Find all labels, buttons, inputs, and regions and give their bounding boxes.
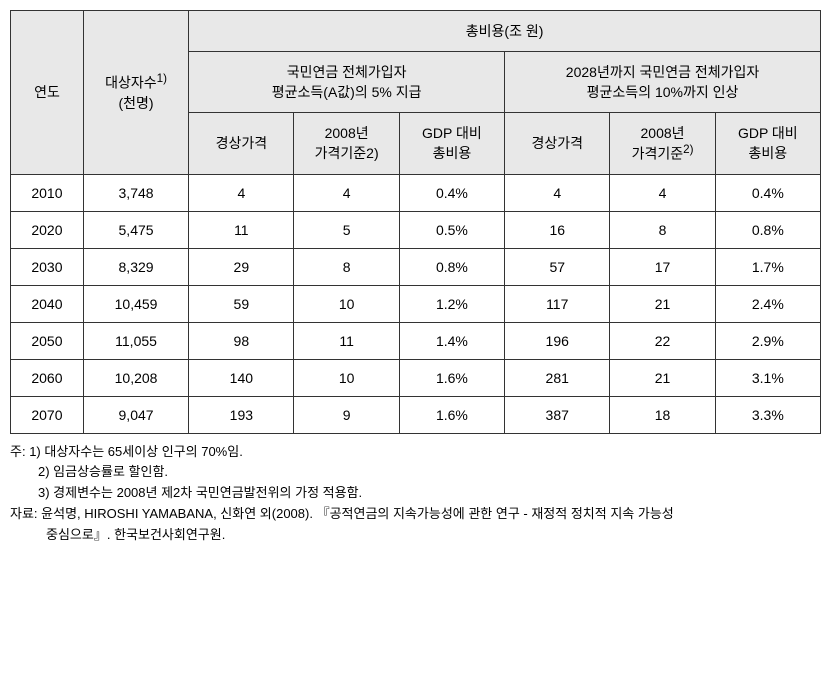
cell-g2_current: 57 xyxy=(505,248,610,285)
header-subjects-label: 대상자수 xyxy=(105,75,157,91)
table-row: 20205,4751150.5%1680.8% xyxy=(11,211,821,248)
cell-year: 2010 xyxy=(11,174,84,211)
cell-g1_current: 29 xyxy=(189,248,294,285)
table-body: 20103,748440.4%440.4%20205,4751150.5%168… xyxy=(11,174,821,433)
cell-g1_current: 98 xyxy=(189,322,294,359)
cell-count: 8,329 xyxy=(83,248,188,285)
header-group2-label: 2028년까지 국민연금 전체가입자 평균소득의 10%까지 인상 xyxy=(566,64,759,100)
cell-g2_current: 117 xyxy=(505,285,610,322)
cell-g1_2008: 8 xyxy=(294,248,399,285)
cell-g2_2008: 22 xyxy=(610,322,715,359)
table-notes: 주: 1) 대상자수는 65세이상 인구의 70%임. 2) 임금상승률로 할인… xyxy=(10,442,821,546)
header-total-cost: 총비용(조 원) xyxy=(189,11,821,52)
cell-year: 2060 xyxy=(11,359,84,396)
cell-g2_current: 16 xyxy=(505,211,610,248)
note-1: 주: 1) 대상자수는 65세이상 인구의 70%임. xyxy=(10,442,821,463)
cell-g1_gdp: 0.8% xyxy=(399,248,504,285)
cell-g1_2008: 5 xyxy=(294,211,399,248)
note-2: 2) 임금상승률로 할인함. xyxy=(10,462,821,483)
cell-year: 2030 xyxy=(11,248,84,285)
header-g2-gdp: GDP 대비 총비용 xyxy=(715,113,820,175)
cell-count: 9,047 xyxy=(83,396,188,433)
cell-g1_current: 193 xyxy=(189,396,294,433)
cell-year: 2070 xyxy=(11,396,84,433)
cell-g1_gdp: 1.6% xyxy=(399,396,504,433)
cell-g1_2008: 4 xyxy=(294,174,399,211)
cell-g1_current: 4 xyxy=(189,174,294,211)
cell-g2_gdp: 2.9% xyxy=(715,322,820,359)
header-group2: 2028년까지 국민연금 전체가입자 평균소득의 10%까지 인상 xyxy=(505,52,821,113)
header-g1-gdp: GDP 대비 총비용 xyxy=(399,113,504,175)
cell-g2_gdp: 2.4% xyxy=(715,285,820,322)
pension-cost-table: 연도 대상자수1) (천명) 총비용(조 원) 국민연금 전체가입자 평균소득(… xyxy=(10,10,821,434)
header-subjects: 대상자수1) (천명) xyxy=(83,11,188,175)
cell-year: 2040 xyxy=(11,285,84,322)
header-g1-2008: 2008년 가격기준2) xyxy=(294,113,399,175)
header-g2-current: 경상가격 xyxy=(505,113,610,175)
cell-g1_gdp: 0.4% xyxy=(399,174,504,211)
note-3: 3) 경제변수는 2008년 제2차 국민연금발전위의 가정 적용함. xyxy=(10,483,821,504)
cell-g2_2008: 4 xyxy=(610,174,715,211)
cell-g1_gdp: 1.2% xyxy=(399,285,504,322)
cell-g2_2008: 21 xyxy=(610,359,715,396)
cell-g1_current: 11 xyxy=(189,211,294,248)
cell-g1_2008: 10 xyxy=(294,285,399,322)
header-subjects-sup: 1) xyxy=(157,72,167,85)
table-row: 20308,3292980.8%57171.7% xyxy=(11,248,821,285)
header-year-label: 연도 xyxy=(34,84,60,100)
header-year: 연도 xyxy=(11,11,84,175)
cell-g2_2008: 21 xyxy=(610,285,715,322)
table-row: 205011,05598111.4%196222.9% xyxy=(11,322,821,359)
cell-g2_gdp: 3.1% xyxy=(715,359,820,396)
cell-g2_gdp: 0.8% xyxy=(715,211,820,248)
cell-g2_gdp: 3.3% xyxy=(715,396,820,433)
table-row: 206010,208140101.6%281213.1% xyxy=(11,359,821,396)
cell-g1_gdp: 1.4% xyxy=(399,322,504,359)
cell-g2_gdp: 0.4% xyxy=(715,174,820,211)
cell-g2_current: 387 xyxy=(505,396,610,433)
cell-g2_2008: 18 xyxy=(610,396,715,433)
cell-g1_gdp: 0.5% xyxy=(399,211,504,248)
header-group1: 국민연금 전체가입자 평균소득(A값)의 5% 지급 xyxy=(189,52,505,113)
cell-g1_current: 140 xyxy=(189,359,294,396)
header-subjects-unit: (천명) xyxy=(118,95,153,111)
header-g1-current: 경상가격 xyxy=(189,113,294,175)
cell-count: 10,459 xyxy=(83,285,188,322)
cell-g2_current: 4 xyxy=(505,174,610,211)
table-row: 20709,04719391.6%387183.3% xyxy=(11,396,821,433)
header-group1-label: 국민연금 전체가입자 평균소득(A값)의 5% 지급 xyxy=(272,64,422,100)
source-1: 자료: 윤석명, HIROSHI YAMABANA, 신화연 외(2008). … xyxy=(10,504,821,525)
cell-count: 11,055 xyxy=(83,322,188,359)
header-g2-2008: 2008년 가격기준2) xyxy=(610,113,715,175)
cell-g2_2008: 17 xyxy=(610,248,715,285)
cell-count: 10,208 xyxy=(83,359,188,396)
cell-g1_current: 59 xyxy=(189,285,294,322)
cell-g2_current: 196 xyxy=(505,322,610,359)
table-row: 204010,45959101.2%117212.4% xyxy=(11,285,821,322)
cell-g2_current: 281 xyxy=(505,359,610,396)
cell-g2_gdp: 1.7% xyxy=(715,248,820,285)
table-row: 20103,748440.4%440.4% xyxy=(11,174,821,211)
cell-year: 2050 xyxy=(11,322,84,359)
cell-g1_2008: 11 xyxy=(294,322,399,359)
cell-year: 2020 xyxy=(11,211,84,248)
cell-g1_2008: 10 xyxy=(294,359,399,396)
cell-count: 3,748 xyxy=(83,174,188,211)
source-2: 중심으로』. 한국보건사회연구원. xyxy=(10,525,821,546)
cell-g1_gdp: 1.6% xyxy=(399,359,504,396)
cell-g1_2008: 9 xyxy=(294,396,399,433)
cell-g2_2008: 8 xyxy=(610,211,715,248)
cell-count: 5,475 xyxy=(83,211,188,248)
header-total-cost-label: 총비용(조 원) xyxy=(466,23,544,39)
